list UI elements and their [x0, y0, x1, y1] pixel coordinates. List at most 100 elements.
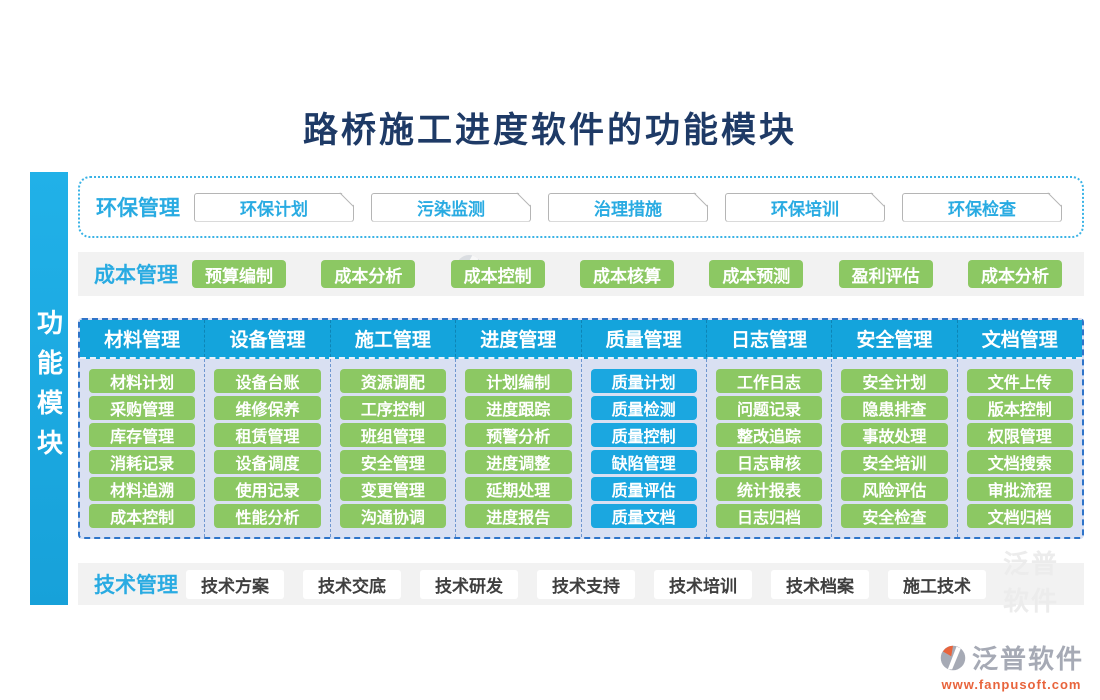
module-button[interactable]: 成本控制 [89, 504, 196, 528]
brand-url: www.fanpusoft.com [941, 677, 1082, 692]
tech-module-button[interactable]: 施工技术 [888, 569, 986, 599]
module-button[interactable]: 工序控制 [339, 396, 447, 420]
section-tech-management: 泛普软件 技术管理 技术方案 技术交底 技术研发 技术支持 技术培训 技术档案 施工技术 [78, 549, 1084, 616]
grid-column-header: 质量管理 [582, 320, 707, 357]
module-button[interactable]: 进度报告 [465, 504, 572, 528]
grid-column: 工作日志问题记录整改追踪日志审核统计报表日志归档 [707, 359, 833, 537]
fanpu-logo-icon [940, 645, 966, 670]
grid-column-header: 安全管理 [832, 320, 958, 357]
tech-module-button[interactable]: 技术培训 [654, 569, 752, 599]
module-button[interactable]: 材料计划 [89, 369, 196, 393]
grid-column-header: 进度管理 [456, 320, 582, 357]
grid-column-header: 文档管理 [981, 330, 1058, 351]
tech-module-button[interactable]: 技术支持 [537, 569, 635, 599]
module-button[interactable]: 权限管理 [966, 423, 1073, 447]
module-button[interactable]: 使用记录 [214, 477, 321, 501]
module-button[interactable]: 沟通协调 [339, 504, 447, 528]
page-title: 路桥施工进度软件的功能模块 [302, 111, 797, 150]
module-button[interactable]: 预警分析 [465, 423, 572, 447]
grid-column-header: 日志管理 [707, 320, 833, 357]
env-module-button[interactable]: 环保计划 [194, 193, 354, 222]
grid-column-header: 设备管理 [205, 320, 331, 357]
module-button[interactable]: 延期处理 [465, 477, 572, 501]
tech-module-button[interactable]: 技术档案 [771, 569, 869, 599]
module-button[interactable]: 设备台账 [214, 369, 321, 393]
module-button[interactable]: 材料追溯 [89, 477, 196, 501]
env-section-label: 环保管理 [96, 197, 180, 220]
module-button[interactable]: 事故处理 [841, 423, 948, 447]
module-button[interactable]: 文档搜索 [966, 450, 1073, 474]
module-button[interactable]: 安全管理 [339, 450, 447, 474]
cost-module-button[interactable]: 成本预测 [709, 260, 804, 288]
grid-column: 安全计划隐患排查事故处理安全培训风险评估安全检查 [832, 359, 958, 537]
grid-column-header: 材料管理 [80, 320, 206, 357]
tech-module-button[interactable]: 技术研发 [420, 569, 518, 599]
module-button[interactable]: 安全计划 [841, 369, 948, 393]
env-buttons-row: 环保计划 污染监测 治理措施 环保培训 环保检查 [194, 193, 1062, 222]
module-button[interactable]: 日志归档 [715, 504, 823, 528]
module-button[interactable]: 隐患排查 [841, 396, 948, 420]
module-button[interactable]: 班组管理 [339, 423, 447, 447]
module-button[interactable]: 风险评估 [841, 477, 948, 501]
module-button[interactable]: 工作日志 [715, 369, 823, 393]
cost-buttons-row: 预算编制 成本分析 成本控制 成本核算 成本预测 盈利评估 成本分析 [192, 260, 1062, 288]
cost-module-button[interactable]: 成本分析 [967, 260, 1062, 288]
cost-section-label: 成本管理 [94, 264, 178, 287]
env-module-button[interactable]: 环保培训 [725, 193, 885, 222]
module-button[interactable]: 安全培训 [841, 450, 948, 474]
module-button[interactable]: 质量控制 [590, 423, 697, 447]
module-button[interactable]: 库存管理 [89, 423, 196, 447]
grid-column: 计划编制进度跟踪预警分析进度调整延期处理进度报告 [456, 359, 582, 537]
section-env-management: 环保管理 环保计划 污染监测 治理措施 环保培训 环保检查 [78, 176, 1084, 238]
module-button[interactable]: 文件上传 [966, 369, 1073, 393]
cost-module-button[interactable]: 成本分析 [321, 260, 416, 288]
brand-name: 泛普软件 [971, 644, 1084, 674]
cost-module-button[interactable]: 盈利评估 [838, 260, 933, 288]
module-button[interactable]: 进度调整 [465, 450, 572, 474]
module-button[interactable]: 审批流程 [966, 477, 1073, 501]
module-button[interactable]: 资源调配 [339, 369, 447, 393]
tech-module-button[interactable]: 技术方案 [186, 569, 284, 599]
module-button[interactable]: 安全检查 [841, 504, 948, 528]
grid-header-row: 材料管理 设备管理 施工管理 进度管理 质量管理 日志管理 安全管理 文档管理 [80, 320, 1082, 359]
env-module-button[interactable]: 污染监测 [371, 193, 531, 222]
grid-column: 材料计划采购管理库存管理消耗记录材料追溯成本控制 [80, 359, 206, 537]
module-button[interactable]: 消耗记录 [89, 450, 196, 474]
cost-module-button[interactable]: 预算编制 [192, 260, 286, 288]
tech-section-label: 技术管理 [94, 574, 178, 597]
env-module-button[interactable]: 环保检查 [902, 193, 1062, 222]
module-button[interactable]: 版本控制 [966, 396, 1073, 420]
env-module-button[interactable]: 治理措施 [548, 193, 708, 222]
module-button[interactable]: 采购管理 [89, 396, 196, 420]
module-button[interactable]: 缺陷管理 [590, 450, 697, 474]
sidebar-function-modules: 功能模块 [30, 172, 68, 605]
grid-column: 文件上传版本控制权限管理文档搜索审批流程文档归档 [958, 359, 1082, 537]
module-button[interactable]: 设备调度 [214, 450, 321, 474]
grid-body-row: 材料计划 采购管理 库存管理 消耗记录 材料追溯 成本控制 设备台账 维修保养 租赁管理 设备调度… [80, 359, 1082, 537]
module-button[interactable]: 质量检测 [590, 396, 697, 420]
module-button[interactable]: 性能分析 [214, 504, 321, 528]
module-button[interactable]: 质量计划 [590, 369, 697, 393]
module-button[interactable]: 统计报表 [715, 477, 823, 501]
module-button[interactable]: 质量评估 [590, 477, 697, 501]
watermark-text-faint: 泛普软件 [1003, 549, 1060, 616]
cost-module-button[interactable]: 成本核算 [579, 260, 674, 288]
grid-column: 质量计划质量检测质量控制缺陷管理质量评估质量文档 [582, 359, 707, 537]
module-button[interactable]: 文档归档 [966, 504, 1073, 528]
module-button[interactable]: 日志审核 [715, 450, 823, 474]
grid-column: 资源调配工序控制班组管理安全管理变更管理沟通协调 [331, 359, 457, 537]
sidebar-label: 功能模块 [33, 308, 64, 469]
module-button[interactable]: 整改追踪 [715, 423, 823, 447]
module-button[interactable]: 问题记录 [715, 396, 823, 420]
tech-module-button[interactable]: 技术交底 [303, 569, 401, 599]
grid-column-header: 施工管理 [331, 320, 457, 357]
module-button[interactable]: 进度跟踪 [465, 396, 572, 420]
module-button[interactable]: 计划编制 [465, 369, 572, 393]
cost-module-button[interactable]: 成本控制 [450, 260, 545, 288]
module-button[interactable]: 质量文档 [590, 504, 697, 528]
module-button[interactable]: 变更管理 [339, 477, 447, 501]
module-button[interactable]: 租赁管理 [214, 423, 321, 447]
module-button[interactable]: 维修保养 [214, 396, 321, 420]
